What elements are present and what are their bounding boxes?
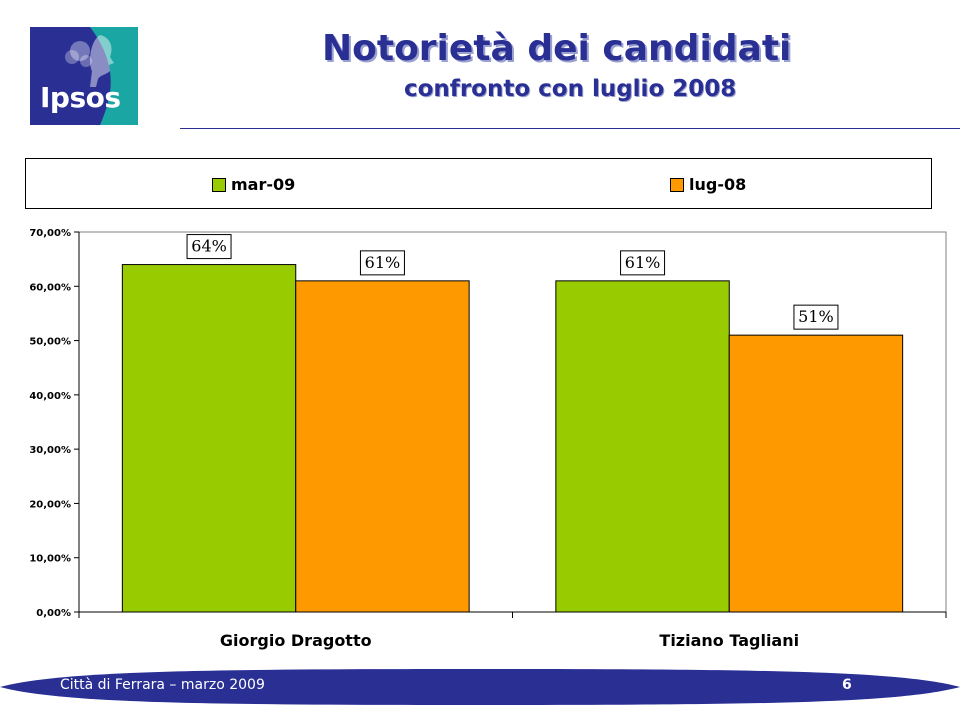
category-label: Tiziano Tagliani <box>659 631 799 650</box>
footer-text: Città di Ferrara – marzo 2009 <box>60 677 265 693</box>
data-label-box <box>186 234 232 260</box>
footer-bar <box>0 669 960 705</box>
data-label: 64% <box>191 237 227 256</box>
legend-label-lug-08: lug-08 <box>689 175 747 194</box>
data-label-box <box>359 250 405 276</box>
data-label: 51% <box>798 307 834 326</box>
bar-mar-09-1 <box>555 280 730 613</box>
y-tick-label: 60,00% <box>29 282 71 293</box>
y-tick-label: 0,00% <box>36 608 71 619</box>
data-label: 61% <box>365 253 401 272</box>
y-tick-label: 50,00% <box>29 337 71 348</box>
legend-item-mar-09: mar-09 <box>212 175 295 194</box>
legend-item-lug-08: lug-08 <box>670 175 746 194</box>
data-label-box <box>620 250 666 276</box>
category-label: Giorgio Dragotto <box>220 631 372 650</box>
y-tick-label: 70,00% <box>29 228 71 239</box>
y-tick-label: 20,00% <box>29 499 71 510</box>
chart-legend: mar-09 lug-08 <box>25 158 932 209</box>
ipsos-logo: Ipsos <box>30 27 138 125</box>
y-tick-label: 30,00% <box>29 445 71 456</box>
legend-swatch-mar-09 <box>212 177 226 192</box>
y-tick-label: 10,00% <box>29 554 71 565</box>
bar-mar-09-0 <box>121 264 297 613</box>
data-label: 61% <box>625 253 661 272</box>
bar-lug-08-1 <box>728 334 904 613</box>
ipsos-logo-graphic <box>30 27 138 125</box>
legend-swatch-lug-08 <box>670 177 684 192</box>
bar-chart: 0,00% 10,00% 20,00% 30,00% 40,00% 50,00% 60,00… <box>29 228 947 650</box>
y-tick-label: 40,00% <box>29 391 71 402</box>
page-title: Notorietà dei candidati <box>322 28 792 69</box>
page-number: 6 <box>842 677 852 693</box>
data-label-box <box>793 304 839 330</box>
legend-label-mar-09: mar-09 <box>231 175 296 194</box>
page-subtitle: confronto con luglio 2008 <box>404 76 737 102</box>
bar-lug-08-0 <box>295 280 470 613</box>
title-divider <box>180 128 960 129</box>
logo-text: Ipsos <box>40 81 121 114</box>
